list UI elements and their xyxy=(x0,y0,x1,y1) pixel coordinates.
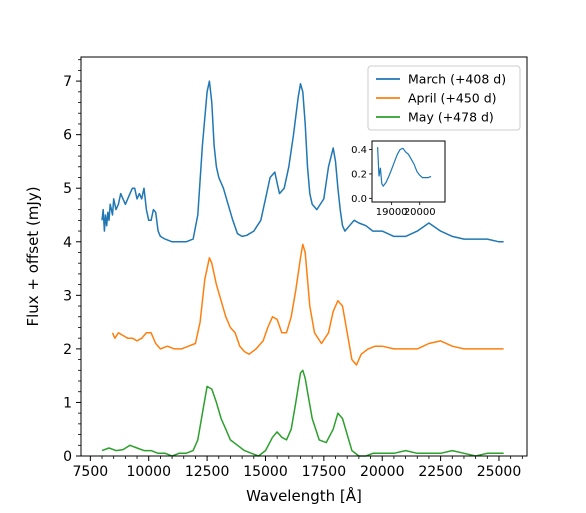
x-tick-label: 17500 xyxy=(302,464,347,480)
axes: 7500 10000 12500 15000 17500 20000 22500 25000 0… xyxy=(63,56,528,480)
inset-series-line xyxy=(377,147,432,188)
legend-box xyxy=(367,65,521,131)
inset-y-tick-label: 0.0 xyxy=(351,194,367,205)
x-tick-label: 25000 xyxy=(477,464,522,480)
x-axis-label: Wavelength [Å] xyxy=(246,486,362,505)
inset-x-tick-label: 20000 xyxy=(404,207,436,218)
legend: March (+408 d) April (+450 d) May (+478 d) xyxy=(367,65,521,131)
y-tick-label: 0 xyxy=(63,449,72,465)
y-tick-label: 5 xyxy=(63,181,72,197)
y-tick-label: 3 xyxy=(63,288,72,304)
x-tick-label: 10000 xyxy=(126,464,171,480)
legend-label-1: March (+408 d) xyxy=(408,72,506,87)
x-tick-label: 15000 xyxy=(243,464,288,480)
inset-y-tick-label: 0.4 xyxy=(351,145,367,156)
x-tick-label: 22500 xyxy=(418,464,463,480)
y-tick-label: 4 xyxy=(63,235,72,251)
y-tick-label: 7 xyxy=(63,74,72,90)
x-tick-label: 20000 xyxy=(360,464,405,480)
inset-y-tick-label: 0.2 xyxy=(351,169,367,180)
series-line-1 xyxy=(101,80,504,243)
y-tick-label: 6 xyxy=(63,128,72,144)
y-tick-label: 1 xyxy=(63,395,72,411)
inset-x-tick-label: 19000 xyxy=(376,207,408,218)
inset-frame xyxy=(371,140,446,203)
x-tick-label: 12500 xyxy=(185,464,230,480)
y-axis-label: Flux + offset (mJy) xyxy=(24,186,42,326)
series-line-2 xyxy=(111,243,504,366)
axes-frame xyxy=(80,56,528,457)
y-tick-label: 2 xyxy=(63,342,72,358)
legend-label-3: May (+478 d) xyxy=(408,110,494,125)
x-tick-label: 7500 xyxy=(73,464,109,480)
legend-label-2: April (+450 d) xyxy=(408,91,497,106)
